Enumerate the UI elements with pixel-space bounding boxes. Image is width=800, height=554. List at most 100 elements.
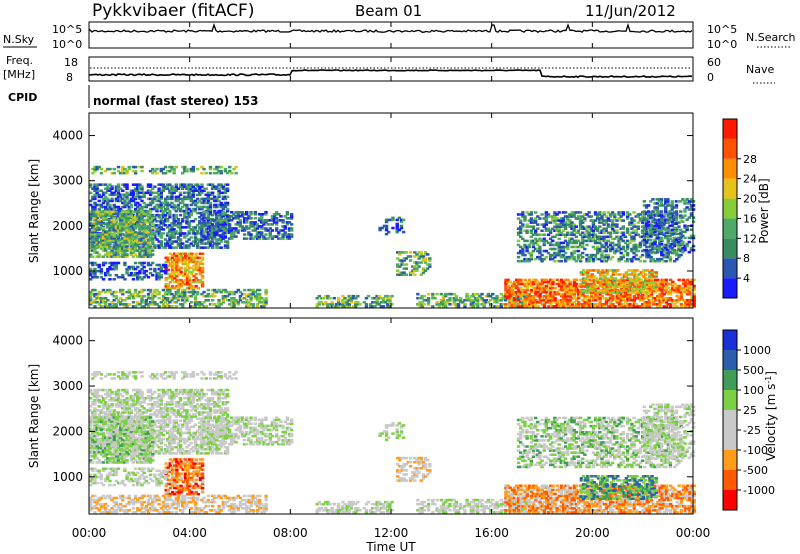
power-cell bbox=[142, 239, 146, 242]
power-cell bbox=[89, 261, 93, 265]
power-cell bbox=[236, 301, 241, 304]
power-cell bbox=[193, 296, 198, 300]
power-cell bbox=[195, 205, 200, 209]
power-cell bbox=[101, 229, 106, 232]
power-cell bbox=[230, 237, 234, 240]
power-cell bbox=[411, 271, 415, 274]
power-cell bbox=[183, 211, 187, 215]
power-cell bbox=[185, 264, 190, 268]
power-cell bbox=[178, 244, 183, 247]
power-cell bbox=[206, 292, 211, 296]
power-cell bbox=[219, 223, 223, 226]
power-cell bbox=[112, 191, 116, 195]
power-cell bbox=[148, 290, 153, 294]
power-cell bbox=[108, 187, 112, 191]
power-cell bbox=[151, 235, 155, 238]
power-cell bbox=[225, 228, 230, 231]
power-cell bbox=[129, 251, 134, 254]
power-cell bbox=[225, 189, 230, 193]
power-cell bbox=[208, 217, 213, 221]
power-cell bbox=[161, 213, 166, 217]
power-cell bbox=[175, 278, 179, 282]
power-cell bbox=[215, 290, 219, 294]
power-cell bbox=[379, 305, 384, 308]
power-cell bbox=[179, 282, 183, 286]
power-cell bbox=[419, 273, 423, 276]
power-cell bbox=[174, 195, 178, 199]
power-cell bbox=[172, 213, 176, 217]
power-cell bbox=[200, 224, 204, 227]
power-cell bbox=[188, 252, 192, 256]
power-cell bbox=[157, 215, 161, 219]
power-cell bbox=[95, 263, 99, 267]
power-cell bbox=[155, 171, 159, 175]
power-cell bbox=[163, 165, 168, 169]
freq-tick-top: 18 bbox=[64, 56, 78, 69]
power-cell bbox=[106, 218, 110, 222]
power-cell bbox=[206, 242, 211, 245]
power-cell bbox=[121, 303, 125, 306]
power-cell bbox=[200, 185, 204, 188]
power-cell bbox=[159, 236, 163, 239]
power-cell bbox=[159, 193, 163, 197]
power-cell bbox=[110, 261, 114, 265]
power-cell bbox=[101, 241, 106, 244]
power-cell bbox=[232, 167, 236, 171]
power-cell bbox=[381, 305, 386, 308]
power-cell bbox=[168, 256, 173, 260]
power-cell bbox=[193, 226, 198, 229]
power-cell bbox=[185, 226, 189, 229]
power-cell bbox=[131, 216, 136, 220]
power-cell bbox=[391, 216, 395, 220]
power-cell bbox=[148, 288, 153, 292]
power-cell bbox=[519, 278, 523, 282]
power-cell bbox=[260, 221, 264, 224]
power-cell bbox=[127, 229, 131, 232]
power-cell bbox=[101, 191, 106, 195]
power-cell bbox=[193, 217, 198, 221]
power-cell bbox=[93, 305, 97, 308]
power-cell bbox=[174, 246, 178, 249]
power-cell bbox=[553, 286, 557, 290]
power-cell bbox=[138, 207, 142, 211]
power-cell bbox=[183, 262, 188, 266]
power-cell bbox=[198, 205, 202, 209]
power-cell bbox=[178, 234, 183, 237]
power-cell bbox=[159, 267, 163, 271]
power-cell bbox=[170, 254, 175, 258]
power-cell bbox=[103, 207, 108, 211]
power-cell bbox=[148, 267, 153, 271]
power-cell bbox=[272, 219, 277, 222]
power-cell bbox=[129, 265, 134, 269]
power-cell bbox=[183, 256, 188, 260]
power-cell bbox=[217, 225, 221, 228]
power-cell bbox=[266, 229, 270, 232]
power-cell bbox=[221, 191, 226, 195]
power-cell bbox=[148, 303, 153, 306]
power-cell bbox=[198, 260, 203, 264]
power-cell bbox=[123, 201, 127, 205]
power-cell bbox=[161, 263, 166, 267]
power-cell bbox=[146, 263, 151, 267]
power-cell bbox=[529, 211, 534, 214]
power-cell bbox=[247, 292, 251, 296]
power-cell bbox=[161, 187, 166, 191]
power-cell bbox=[144, 191, 149, 195]
power-cell bbox=[176, 217, 181, 221]
power-cell bbox=[423, 253, 428, 256]
power-cell bbox=[217, 246, 221, 249]
power-cell bbox=[185, 254, 190, 258]
power-cell bbox=[103, 210, 108, 214]
power-cell bbox=[129, 224, 134, 228]
power-cell bbox=[91, 245, 95, 248]
power-cell bbox=[190, 252, 194, 256]
power-cell bbox=[384, 224, 389, 228]
power-cell bbox=[418, 303, 422, 306]
power-cell bbox=[106, 269, 110, 273]
power-cell bbox=[163, 187, 168, 191]
power-cell bbox=[151, 292, 155, 296]
power-cell bbox=[260, 225, 264, 228]
power-cell bbox=[123, 229, 127, 232]
power-cell bbox=[180, 205, 185, 209]
power-cell bbox=[336, 303, 341, 306]
